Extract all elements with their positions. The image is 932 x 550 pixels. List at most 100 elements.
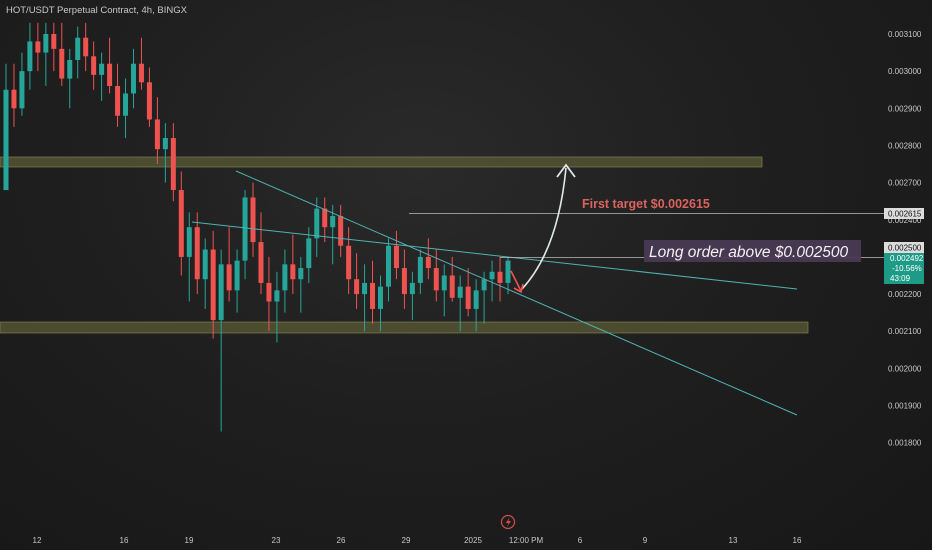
time-axis-label: 12 [33,536,42,545]
price-axis-label: 0.002900 [888,104,922,113]
candle-body[interactable] [146,82,152,120]
candle-body[interactable] [481,279,487,291]
candle-body[interactable] [370,282,376,309]
candle-body[interactable] [314,208,320,239]
flat-trendline[interactable] [191,221,798,290]
candle-body[interactable] [473,290,479,309]
first-target-annotation[interactable]: First target $0.002615 [582,197,710,211]
candle-body[interactable] [457,286,463,298]
candle-body[interactable] [393,245,399,269]
time-axis-label: 2025 [464,536,482,545]
candle-body[interactable] [330,216,336,228]
lightning-icon[interactable] [500,514,516,530]
time-axis[interactable]: 12 16 19 23 26 29 2025 12:00 PM 6 9 13 16 [33,536,802,545]
candle-body[interactable] [170,138,176,191]
candle-body[interactable] [282,264,288,291]
time-axis-label: 19 [185,536,194,545]
candle-body[interactable] [242,197,248,261]
candle-body[interactable] [11,89,17,109]
candle-body[interactable] [505,260,511,283]
time-axis-label: 12:00 PM [509,536,544,545]
descending-trendline[interactable] [235,170,798,416]
candle-body[interactable] [401,268,407,295]
pullback-arrowhead [513,283,524,294]
candle-body[interactable] [138,63,144,83]
time-axis-label: 29 [402,536,411,545]
candle-body[interactable] [186,227,192,257]
candle-body[interactable] [115,86,121,116]
candle-body[interactable] [409,282,415,295]
long-order-annotation[interactable]: Long order above $0.002500 [649,244,848,261]
candle-body[interactable] [433,268,439,291]
current-price-value: 0.002492 [890,254,924,263]
price-axis-label: 0.002000 [888,364,922,373]
price-axis-label: 0.002200 [888,290,922,299]
current-price-tag-bg [884,253,924,284]
price-axis-label: 0.002700 [888,179,922,188]
price-axis-label: 0.003000 [888,67,922,76]
candle-body[interactable] [298,268,304,280]
candle-body[interactable] [258,242,264,283]
candle-body[interactable] [234,260,240,291]
price-axis[interactable]: 0.003100 0.003000 0.002900 0.002800 0.002700… [888,30,922,448]
candle-body[interactable] [67,60,73,79]
candle-body[interactable] [35,41,41,53]
candle-body[interactable] [162,138,168,150]
candle-body[interactable] [250,197,256,243]
candle-body[interactable] [306,238,312,269]
candle-body[interactable] [3,89,9,191]
candle-body[interactable] [27,41,33,72]
candle-body[interactable] [354,279,360,295]
candle-body[interactable] [497,271,503,283]
candle-body[interactable] [83,37,89,57]
candle-body[interactable] [425,256,431,269]
candle-body[interactable] [107,63,113,87]
candle-body[interactable] [218,264,224,321]
candle-body[interactable] [385,245,391,287]
time-axis-label: 9 [643,536,648,545]
candle-body[interactable] [75,37,81,61]
chart-title: HOT/USDT Perpetual Contract, 4h, BINGX [6,5,187,16]
price-axis-label: 0.002800 [888,141,922,150]
candle-body[interactable] [91,56,97,75]
candle-body[interactable] [99,63,105,75]
resistance-zone[interactable] [0,156,763,168]
candle-body[interactable] [274,290,280,302]
price-axis-label: 0.001900 [888,402,922,411]
candle-body[interactable] [290,264,296,280]
candle-body[interactable] [378,286,384,309]
candle-body[interactable] [202,249,208,280]
long-order-label-bg [644,240,861,262]
candle-body[interactable] [362,282,368,295]
support-zone[interactable] [0,321,809,334]
candle-body[interactable] [266,282,272,302]
candle-body[interactable] [123,93,129,116]
candle-body[interactable] [346,245,352,280]
candle-body[interactable] [51,34,57,49]
candle-body[interactable] [441,275,447,291]
candle-body[interactable] [489,271,495,280]
candle-body[interactable] [338,216,344,246]
price-axis-label: 0.001800 [888,439,922,448]
candle-body[interactable] [154,119,160,150]
time-axis-label: 6 [578,536,583,545]
candle-body[interactable] [130,63,136,94]
candle-body[interactable] [43,34,49,53]
candle-body[interactable] [322,208,328,228]
pullback-arrow [510,270,522,292]
target-price-tag-bg [884,208,924,219]
price-axis-label: 0.002400 [888,216,922,225]
target-price-tag: 0.002615 [888,210,922,219]
candle-body[interactable] [417,256,423,283]
candle-body[interactable] [59,48,65,79]
candle-body[interactable] [449,275,455,298]
candle-body[interactable] [226,264,232,291]
candle-body[interactable] [19,71,25,109]
candle-body[interactable] [210,249,216,321]
candle-body[interactable] [178,190,184,257]
time-axis-label: 26 [337,536,346,545]
candle-body[interactable] [465,286,471,309]
candle-body[interactable] [194,227,200,280]
